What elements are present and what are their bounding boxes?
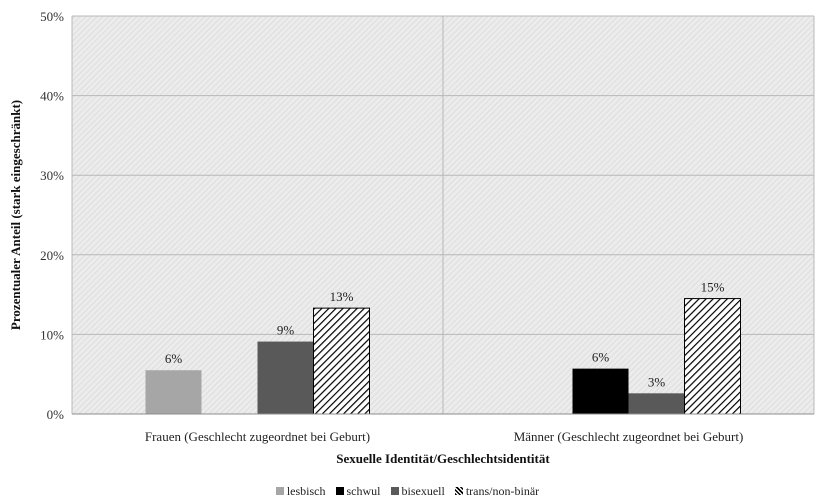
x-axis-title: Sexuelle Identität/Geschlechtsidentität bbox=[336, 451, 550, 466]
y-tick-label: 50% bbox=[40, 9, 64, 24]
legend-label: trans/non-binär bbox=[465, 484, 540, 498]
legend-item: trans/non-binär bbox=[454, 484, 540, 499]
data-label: 9% bbox=[277, 323, 295, 338]
bar-trans-non-bin-r bbox=[684, 298, 741, 415]
y-tick-label: 20% bbox=[40, 248, 64, 263]
bar-schwul bbox=[572, 368, 629, 414]
legend-label: bisexuell bbox=[401, 484, 445, 498]
y-tick-label: 30% bbox=[40, 168, 64, 183]
bar-bisexuell bbox=[257, 341, 314, 414]
data-label: 13% bbox=[330, 289, 354, 304]
y-tick-label: 0% bbox=[47, 407, 65, 422]
data-label: 6% bbox=[592, 350, 610, 365]
legend-swatch bbox=[390, 487, 399, 495]
x-category-label: Frauen (Geschlecht zugeordnet bei Geburt… bbox=[145, 429, 370, 444]
bar-bisexuell bbox=[628, 393, 685, 414]
data-label: 3% bbox=[648, 374, 666, 389]
y-tick-label: 10% bbox=[40, 327, 64, 342]
data-label: 6% bbox=[165, 351, 183, 366]
legend-item: lesbisch bbox=[275, 484, 326, 499]
legend-swatch bbox=[454, 487, 463, 495]
legend-label: schwul bbox=[346, 484, 381, 498]
data-label: 15% bbox=[701, 280, 725, 295]
legend-item: schwul bbox=[335, 484, 381, 499]
bar-lesbisch bbox=[145, 370, 202, 414]
y-axis-title: Prozentualer Anteil (stark eingeschränkt… bbox=[8, 100, 23, 330]
axes-layer: 0% 10% 20% 30% 40% 50% Frauen (Geschlecht zuge… bbox=[8, 9, 814, 466]
bars-layer bbox=[145, 298, 741, 415]
legend-item: bisexuell bbox=[390, 484, 445, 499]
labels-layer: 6% 9% 13% 6% 3% 15% bbox=[165, 280, 725, 390]
legend-swatch bbox=[335, 487, 344, 495]
legend-swatch bbox=[275, 487, 284, 495]
legend: lesbisch schwul bisexuell trans/non-binär bbox=[0, 484, 815, 499]
bar-trans-non-bin-r bbox=[313, 307, 370, 415]
x-category-label: Männer (Geschlecht zugeordnet bei Geburt… bbox=[514, 429, 744, 444]
y-tick-label: 40% bbox=[40, 89, 64, 104]
legend-label: lesbisch bbox=[286, 484, 326, 498]
